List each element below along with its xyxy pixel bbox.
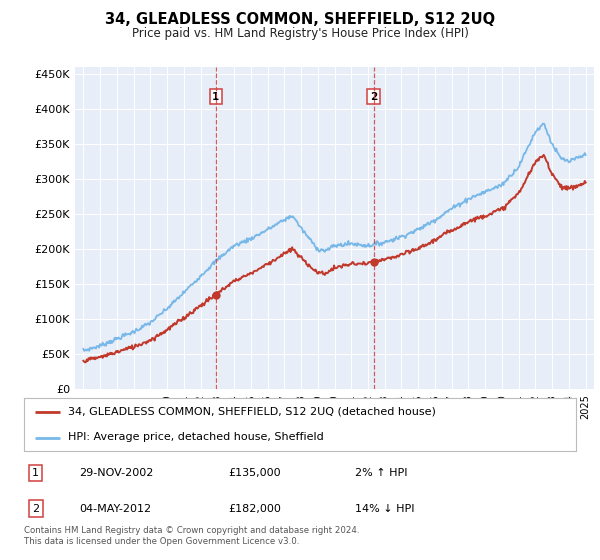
Text: HPI: Average price, detached house, Sheffield: HPI: Average price, detached house, Shef…: [68, 432, 324, 442]
Text: 1: 1: [212, 92, 220, 101]
Text: 2: 2: [370, 92, 377, 101]
Text: 04-MAY-2012: 04-MAY-2012: [79, 503, 151, 514]
Text: 1: 1: [32, 468, 39, 478]
Text: 14% ↓ HPI: 14% ↓ HPI: [355, 503, 415, 514]
Text: 2% ↑ HPI: 2% ↑ HPI: [355, 468, 408, 478]
Text: Price paid vs. HM Land Registry's House Price Index (HPI): Price paid vs. HM Land Registry's House …: [131, 27, 469, 40]
Text: 34, GLEADLESS COMMON, SHEFFIELD, S12 2UQ: 34, GLEADLESS COMMON, SHEFFIELD, S12 2UQ: [105, 12, 495, 27]
Text: 29-NOV-2002: 29-NOV-2002: [79, 468, 154, 478]
Text: 2: 2: [32, 503, 40, 514]
Text: 34, GLEADLESS COMMON, SHEFFIELD, S12 2UQ (detached house): 34, GLEADLESS COMMON, SHEFFIELD, S12 2UQ…: [68, 407, 436, 417]
Text: £135,000: £135,000: [228, 468, 281, 478]
Text: £182,000: £182,000: [228, 503, 281, 514]
Text: Contains HM Land Registry data © Crown copyright and database right 2024.
This d: Contains HM Land Registry data © Crown c…: [24, 526, 359, 546]
